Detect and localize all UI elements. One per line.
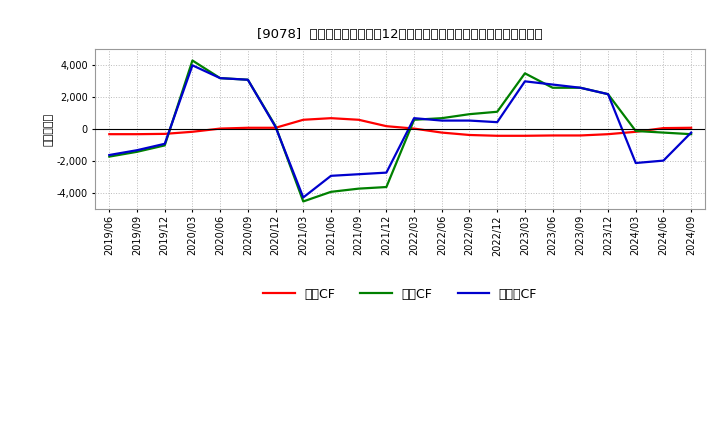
フリーCF <box>438 118 446 123</box>
営業CF <box>493 133 502 139</box>
営業CF <box>216 126 225 131</box>
投資CF <box>216 76 225 81</box>
Line: 投資CF: 投資CF <box>109 61 691 202</box>
投資CF <box>105 154 114 159</box>
営業CF <box>603 132 612 137</box>
フリーCF <box>493 120 502 125</box>
フリーCF <box>659 158 667 163</box>
投資CF <box>354 186 363 191</box>
投資CF <box>603 92 612 97</box>
営業CF <box>271 125 280 130</box>
投資CF <box>687 132 696 137</box>
Line: フリーCF: フリーCF <box>109 65 691 198</box>
投資CF <box>271 124 280 129</box>
営業CF <box>105 132 114 137</box>
投資CF <box>493 109 502 114</box>
営業CF <box>327 116 336 121</box>
投資CF <box>410 117 418 122</box>
フリーCF <box>521 79 529 84</box>
フリーCF <box>382 170 391 175</box>
営業CF <box>354 117 363 122</box>
フリーCF <box>188 62 197 68</box>
フリーCF <box>299 195 307 200</box>
投資CF <box>659 130 667 135</box>
営業CF <box>132 132 141 137</box>
営業CF <box>576 133 585 138</box>
営業CF <box>188 129 197 135</box>
投資CF <box>161 143 169 148</box>
フリーCF <box>687 130 696 135</box>
営業CF <box>687 125 696 130</box>
フリーCF <box>465 118 474 123</box>
投資CF <box>382 184 391 190</box>
Y-axis label: （百万円）: （百万円） <box>44 113 54 146</box>
フリーCF <box>271 125 280 130</box>
投資CF <box>549 85 557 90</box>
フリーCF <box>631 160 640 165</box>
投資CF <box>299 199 307 204</box>
Title: [9078]  キャッシュフローの12か月移動合計の対前年同期増減額の推移: [9078] キャッシュフローの12か月移動合計の対前年同期増減額の推移 <box>258 28 543 41</box>
投資CF <box>465 111 474 117</box>
フリーCF <box>132 147 141 153</box>
投資CF <box>327 189 336 194</box>
フリーCF <box>105 152 114 158</box>
フリーCF <box>549 82 557 87</box>
フリーCF <box>576 85 585 90</box>
営業CF <box>659 125 667 131</box>
営業CF <box>382 124 391 129</box>
Legend: 営業CF, 投資CF, フリーCF: 営業CF, 投資CF, フリーCF <box>258 283 542 306</box>
投資CF <box>188 58 197 63</box>
フリーCF <box>161 141 169 147</box>
営業CF <box>438 130 446 135</box>
フリーCF <box>216 76 225 81</box>
フリーCF <box>410 116 418 121</box>
営業CF <box>549 133 557 138</box>
投資CF <box>243 77 252 82</box>
フリーCF <box>327 173 336 179</box>
営業CF <box>521 133 529 139</box>
フリーCF <box>243 77 252 82</box>
投資CF <box>631 128 640 134</box>
投資CF <box>438 116 446 121</box>
フリーCF <box>603 92 612 97</box>
投資CF <box>576 85 585 90</box>
営業CF <box>631 129 640 135</box>
フリーCF <box>354 172 363 177</box>
営業CF <box>243 125 252 130</box>
営業CF <box>410 126 418 131</box>
投資CF <box>521 71 529 76</box>
Line: 営業CF: 営業CF <box>109 118 691 136</box>
営業CF <box>299 117 307 122</box>
営業CF <box>465 132 474 138</box>
投資CF <box>132 149 141 154</box>
営業CF <box>161 131 169 136</box>
